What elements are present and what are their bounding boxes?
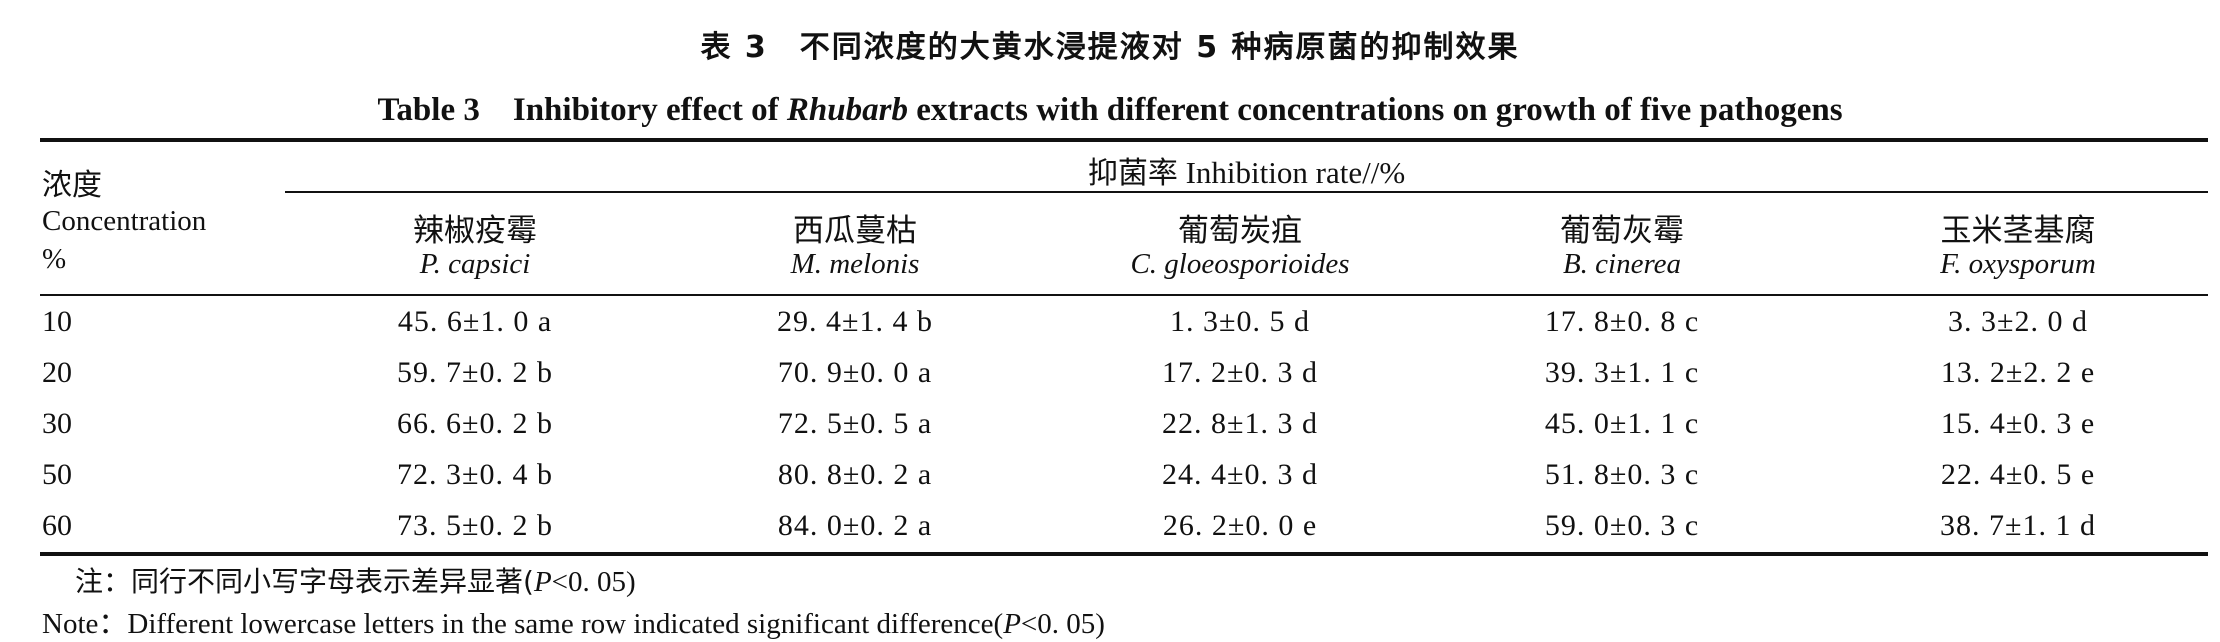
table-row-conc: 30	[42, 407, 72, 440]
table-cell: 45. 6±1. 0 a	[397, 305, 553, 338]
table-title-en-suffix: extracts with different concentrations o…	[907, 92, 1843, 128]
table-cell: 29. 4±1. 4 b	[777, 305, 933, 338]
table-cell: 59. 0±0. 3 c	[1544, 509, 1700, 542]
table-cell: 39. 3±1. 1 c	[1544, 356, 1700, 389]
table-cell: 80. 8±0. 2 a	[777, 458, 933, 491]
column-header-m-melonis-sci: M. melonis	[790, 248, 920, 280]
concentration-header-cn: 浓度	[42, 168, 102, 203]
column-header-c-gloeosporioides-cn: 葡萄炭疽	[1178, 213, 1302, 249]
column-header-m-melonis-cn: 西瓜蔓枯	[793, 213, 917, 249]
table-cell: 73. 5±0. 2 b	[397, 509, 553, 542]
table-cell: 70. 9±0. 0 a	[777, 356, 933, 389]
table-note-cn-text: 注：同行不同小写字母表示差异显著(	[75, 565, 534, 598]
inhibition-rate-cn: 抑菌率	[1087, 156, 1178, 191]
column-header-c-gloeosporioides-sci: C. gloeosporioides	[1130, 248, 1350, 280]
table-cell: 26. 2±0. 0 e	[1162, 509, 1318, 542]
column-header-f-oxysporum-sci: F. oxysporum	[1940, 248, 2096, 280]
table-row-conc: 10	[42, 305, 72, 338]
table-note-en-text: Note：Different lowercase letters in the …	[42, 608, 1004, 640]
concentration-header-en: Concentration	[42, 205, 207, 237]
table-top-rule	[40, 138, 2208, 142]
table-cell: 3. 3±2. 0 d	[1948, 305, 2088, 338]
table-cell: 72. 5±0. 5 a	[777, 407, 933, 440]
table-title-cn: 表 3 不同浓度的大黄水浸提液对 5 种病原菌的抑制效果	[700, 30, 1520, 65]
table-cell: 22. 4±0. 5 e	[1940, 458, 2096, 491]
table-cell: 51. 8±0. 3 c	[1544, 458, 1700, 491]
table-cell: 22. 8±1. 3 d	[1162, 407, 1318, 440]
table-cell: 84. 0±0. 2 a	[777, 509, 933, 542]
table-cell: 13. 2±2. 2 e	[1940, 356, 2096, 389]
table-row-conc: 60	[42, 509, 72, 542]
table-note-cn: 注：同行不同小写字母表示差异显著(P<0. 05)	[75, 560, 636, 600]
table-row-conc: 50	[42, 458, 72, 491]
column-header-b-cinerea-cn: 葡萄灰霉	[1560, 213, 1684, 249]
table-row-conc: 20	[42, 356, 72, 389]
table-title-en: Table 3 Inhibitory effect of Rhubarb ext…	[0, 82, 2220, 130]
table-title-en-prefix: Table 3 Inhibitory effect of	[377, 92, 787, 128]
table-cell: 72. 3±0. 4 b	[397, 458, 553, 491]
table-note-cn-p: P	[533, 566, 552, 598]
inhibition-rate-en: Inhibition rate//%	[1185, 155, 1406, 190]
table-sub-rule	[285, 191, 2208, 193]
inhibition-rate-header: 抑菌率 Inhibition rate//%	[285, 148, 2208, 192]
table-cell: 59. 7±0. 2 b	[397, 356, 553, 389]
column-header-b-cinerea-sci: B. cinerea	[1562, 248, 1682, 280]
concentration-header-unit: %	[42, 243, 67, 275]
table-cell: 45. 0±1. 1 c	[1544, 407, 1700, 440]
table-note-en-p: P	[1003, 608, 1021, 640]
table-cell: 17. 8±0. 8 c	[1544, 305, 1700, 338]
table-note-en-suffix: <0. 05)	[1020, 608, 1105, 640]
table-cell: 24. 4±0. 3 d	[1162, 458, 1318, 491]
table-cell: 1. 3±0. 5 d	[1170, 305, 1310, 338]
table-note-en: Note：Different lowercase letters in the …	[42, 600, 1105, 642]
column-header-p-capsici-cn: 辣椒疫霉	[413, 213, 537, 249]
table-cell: 17. 2±0. 3 d	[1162, 356, 1318, 389]
table-cell: 38. 7±1. 1 d	[1940, 509, 2096, 542]
column-header-p-capsici-sci: P. capsici	[419, 248, 531, 280]
table-title-en-italic: Rhubarb	[786, 92, 908, 128]
table-bottom-rule	[40, 552, 2208, 556]
table-cell: 15. 4±0. 3 e	[1940, 407, 2096, 440]
table-mid-rule	[40, 294, 2208, 296]
table-cell: 66. 6±0. 2 b	[397, 407, 553, 440]
table-note-cn-suffix: <0. 05)	[551, 566, 636, 598]
column-header-f-oxysporum-cn: 玉米茎基腐	[1940, 213, 2096, 249]
